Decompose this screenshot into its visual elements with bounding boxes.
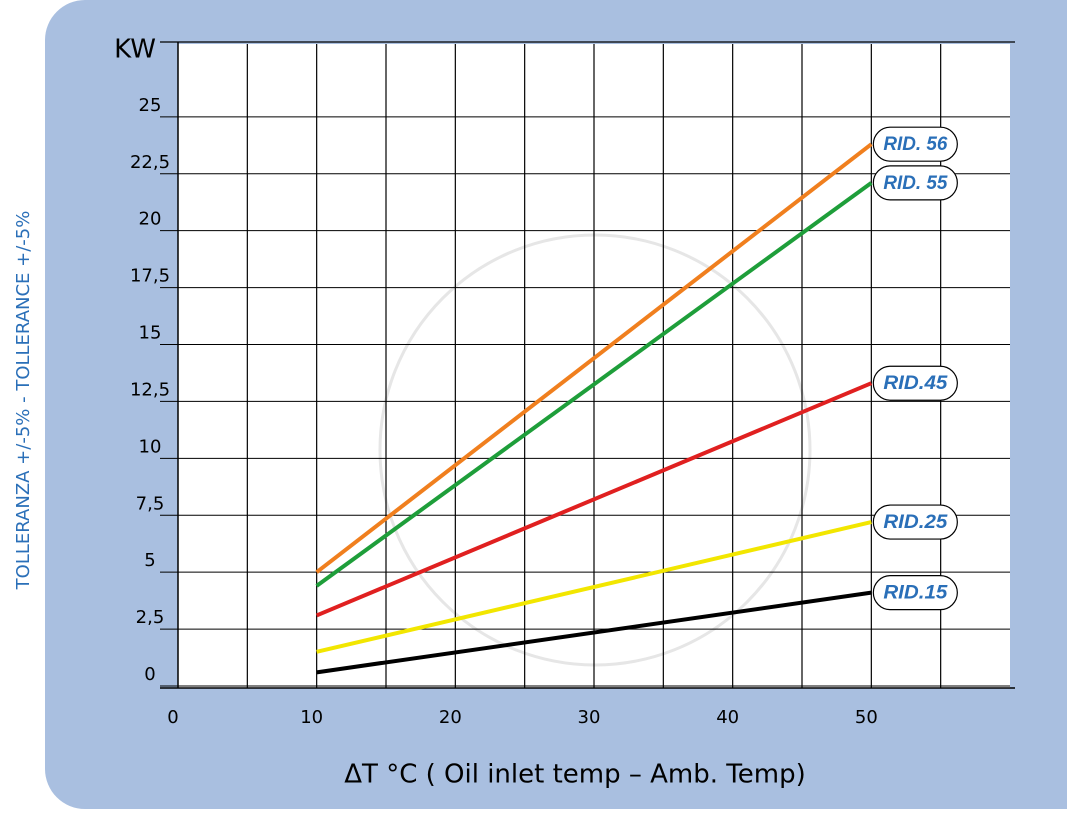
y-tick-label: 10 (139, 436, 162, 457)
y-tick-label: 20 (139, 209, 162, 230)
y-tick-label: 22,5 (130, 152, 170, 173)
y-tick-label: 15 (139, 323, 162, 344)
x-axis-label: ΔT °C ( Oil inlet temp – Amb. Temp) (344, 760, 805, 790)
x-tick-label: 0 (167, 707, 178, 728)
legend-label: RID.15 (883, 583, 947, 604)
side-note: TOLLERANZA +/-5% - TOLLERANCE +/-5% (13, 211, 34, 591)
legend-label: RID. 55 (883, 173, 947, 194)
y-tick-label: 25 (139, 95, 162, 116)
x-tick-label: 40 (716, 707, 739, 728)
series-label: RID.25 (873, 505, 957, 539)
series-label: RID.15 (873, 576, 957, 610)
y-tick-label: 2,5 (136, 607, 165, 628)
series-label: RID.45 (873, 366, 957, 400)
series-label: RID. 56 (873, 127, 957, 161)
series-label: RID. 55 (873, 166, 957, 200)
y-axis-label: KW (114, 35, 156, 65)
y-tick-label: 0 (144, 664, 155, 685)
y-tick-label: 12,5 (130, 379, 170, 400)
x-tick-label: 30 (578, 707, 601, 728)
chart: TOLLERANZA +/-5% - TOLLERANCE +/-5% KW Δ… (0, 0, 1067, 809)
y-tick-label: 7,5 (136, 493, 165, 514)
x-tick-label: 20 (439, 707, 462, 728)
y-tick-label: 17,5 (130, 266, 170, 287)
legend-label: RID.25 (883, 512, 947, 533)
legend-label: RID.45 (883, 373, 947, 394)
x-tick-label: 50 (855, 707, 878, 728)
x-tick-label: 10 (300, 707, 323, 728)
y-tick-label: 5 (144, 550, 155, 571)
legend-label: RID. 56 (883, 134, 947, 155)
